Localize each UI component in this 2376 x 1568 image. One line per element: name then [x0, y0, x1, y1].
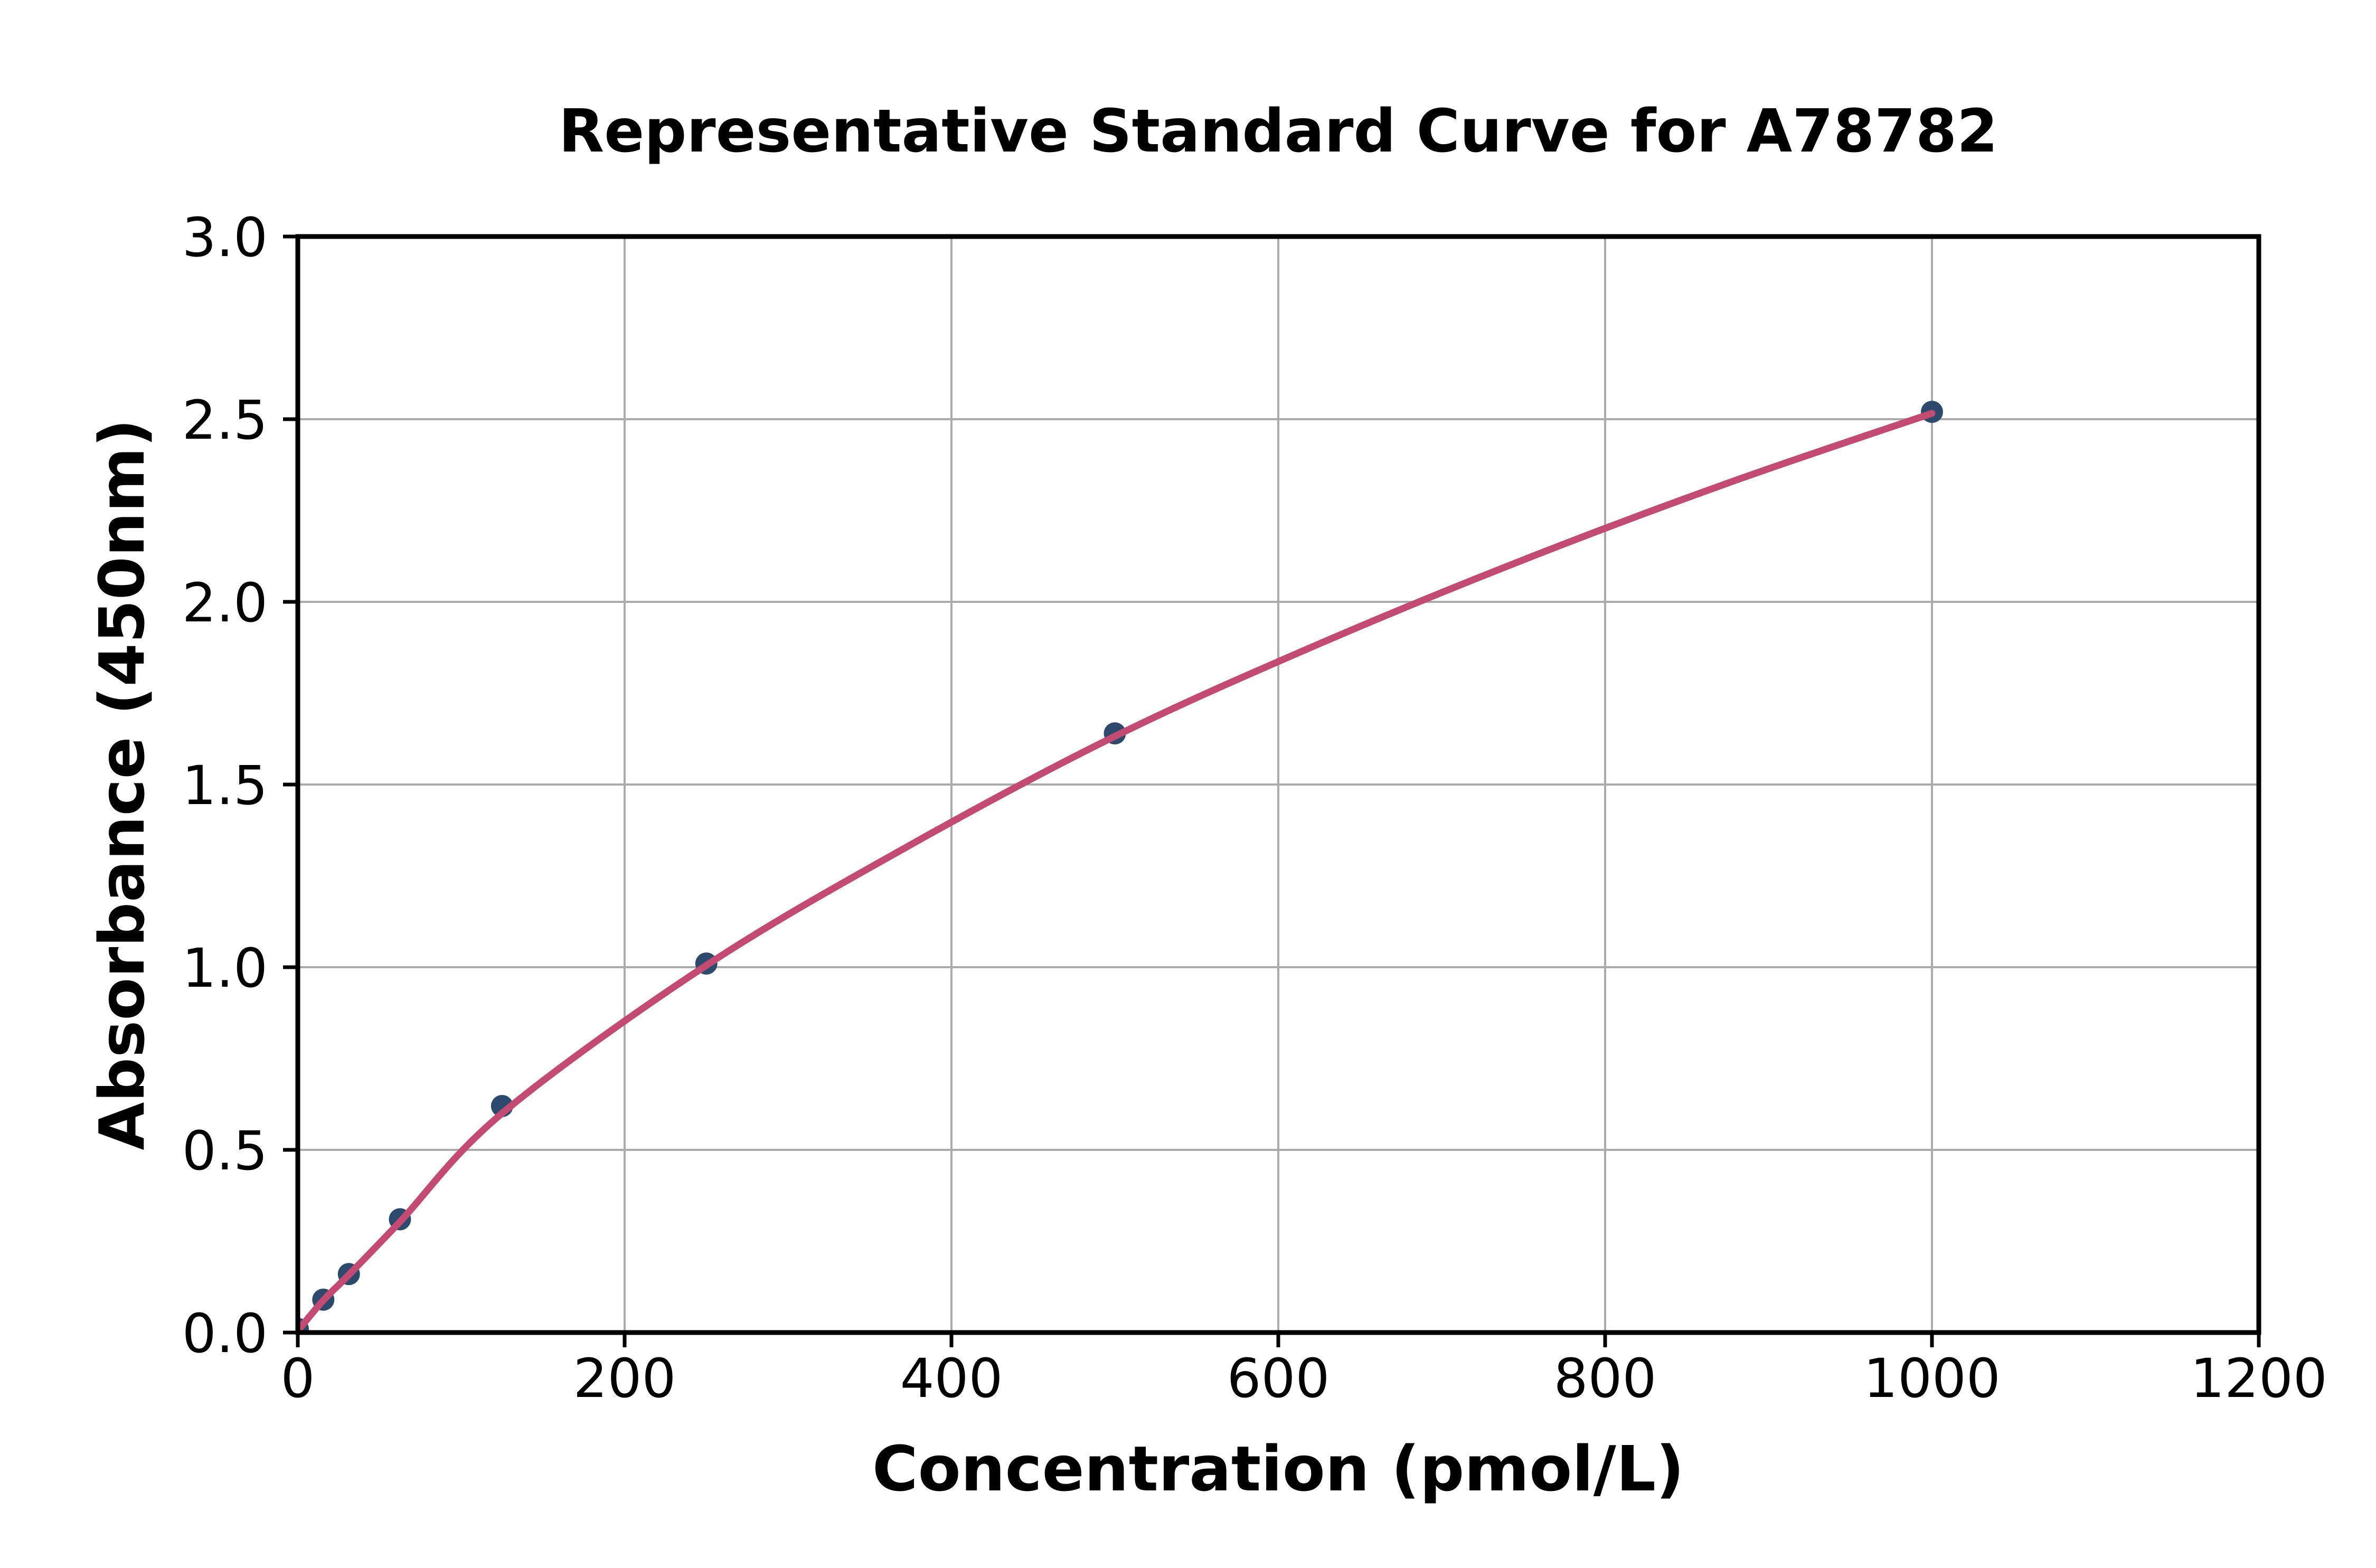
x-axis-label: Concentration (pmol/L)	[872, 1432, 1684, 1505]
x-tick-labels: 0 200 400 600 800 1000 1200	[281, 1347, 2327, 1410]
y-tick-label: 0.5	[182, 1120, 268, 1183]
axis-ticks	[283, 234, 2261, 1347]
plot-border	[295, 234, 2261, 1335]
x-tick-label: 1000	[1863, 1347, 2001, 1410]
y-tick-label: 0.0	[182, 1302, 268, 1365]
x-tick-label: 1200	[2190, 1347, 2327, 1410]
y-tick-labels: 0.0 0.5 1.0 1.5 2.0 2.5 3.0	[182, 206, 268, 1365]
y-tick-label: 3.0	[182, 206, 268, 269]
y-tick-label: 2.5	[182, 389, 268, 452]
x-tick-label: 200	[573, 1347, 676, 1410]
y-tick-label: 2.0	[182, 572, 268, 635]
fit-curve	[298, 410, 1936, 1333]
fit-curve-path	[298, 410, 1936, 1333]
x-tick-label: 400	[900, 1347, 1003, 1410]
chart-title: Representative Standard Curve for A78782	[559, 97, 1998, 166]
y-axis-label: Absorbance (450nm)	[86, 419, 158, 1150]
x-tick-label: 0	[281, 1347, 315, 1410]
y-tick-label: 1.0	[182, 937, 268, 1000]
x-tick-label: 600	[1227, 1347, 1330, 1410]
x-tick-label: 800	[1554, 1347, 1657, 1410]
y-tick-label: 1.5	[182, 754, 268, 817]
